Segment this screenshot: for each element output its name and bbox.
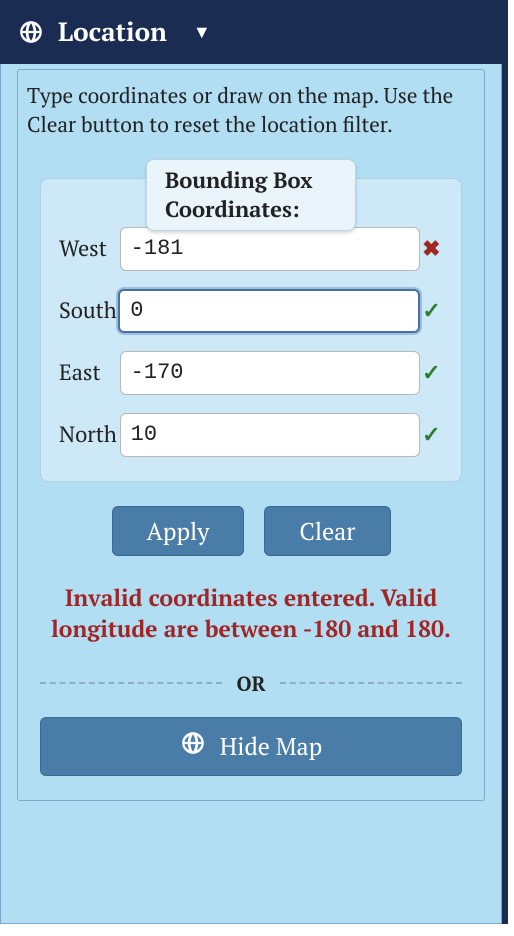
hide-map-label: Hide Map: [220, 730, 322, 762]
input-west[interactable]: [120, 227, 420, 271]
input-east[interactable]: [120, 351, 420, 395]
apply-button[interactable]: Apply: [112, 506, 245, 556]
divider-line-left: [40, 682, 222, 684]
input-north[interactable]: [120, 413, 420, 457]
label-west: West: [59, 234, 120, 263]
label-south: South: [59, 296, 118, 325]
button-row: Apply Clear: [40, 506, 462, 556]
bounding-box-group: Bounding Box Coordinates: West ✖ South ✓…: [40, 178, 462, 482]
globe-icon: [18, 19, 44, 45]
hide-map-button[interactable]: Hide Map: [40, 717, 462, 776]
bbox-legend: Bounding Box Coordinates:: [165, 166, 313, 224]
instructions-text: Type coordinates or draw on the map. Use…: [17, 82, 485, 141]
row-east: East ✓: [59, 351, 443, 395]
clear-button[interactable]: Clear: [264, 506, 390, 556]
divider: OR: [40, 670, 462, 697]
row-west: West ✖: [59, 227, 443, 271]
panel-title: Location: [58, 15, 167, 49]
divider-line-right: [280, 682, 462, 684]
bbox-legend-wrap: Bounding Box Coordinates:: [146, 159, 356, 231]
status-west-error-icon: ✖: [420, 234, 443, 263]
location-fieldset: Bounding Box Coordinates: West ✖ South ✓…: [17, 69, 485, 801]
label-east: East: [59, 358, 120, 387]
status-north-ok-icon: ✓: [420, 420, 443, 449]
error-message: Invalid coordinates entered. Valid longi…: [40, 582, 462, 644]
row-south: South ✓: [59, 289, 443, 333]
panel-header[interactable]: Location ▼: [0, 0, 502, 64]
globe-icon: [180, 730, 206, 763]
chevron-down-icon: ▼: [193, 20, 211, 44]
status-south-ok-icon: ✓: [420, 296, 443, 325]
input-south[interactable]: [118, 289, 420, 333]
label-north: North: [59, 420, 120, 449]
row-north: North ✓: [59, 413, 443, 457]
divider-text: OR: [236, 670, 265, 697]
location-panel: Location ▼ Type coordinates or draw on t…: [0, 0, 508, 924]
status-east-ok-icon: ✓: [420, 358, 443, 387]
panel-body: Type coordinates or draw on the map. Use…: [0, 64, 502, 924]
